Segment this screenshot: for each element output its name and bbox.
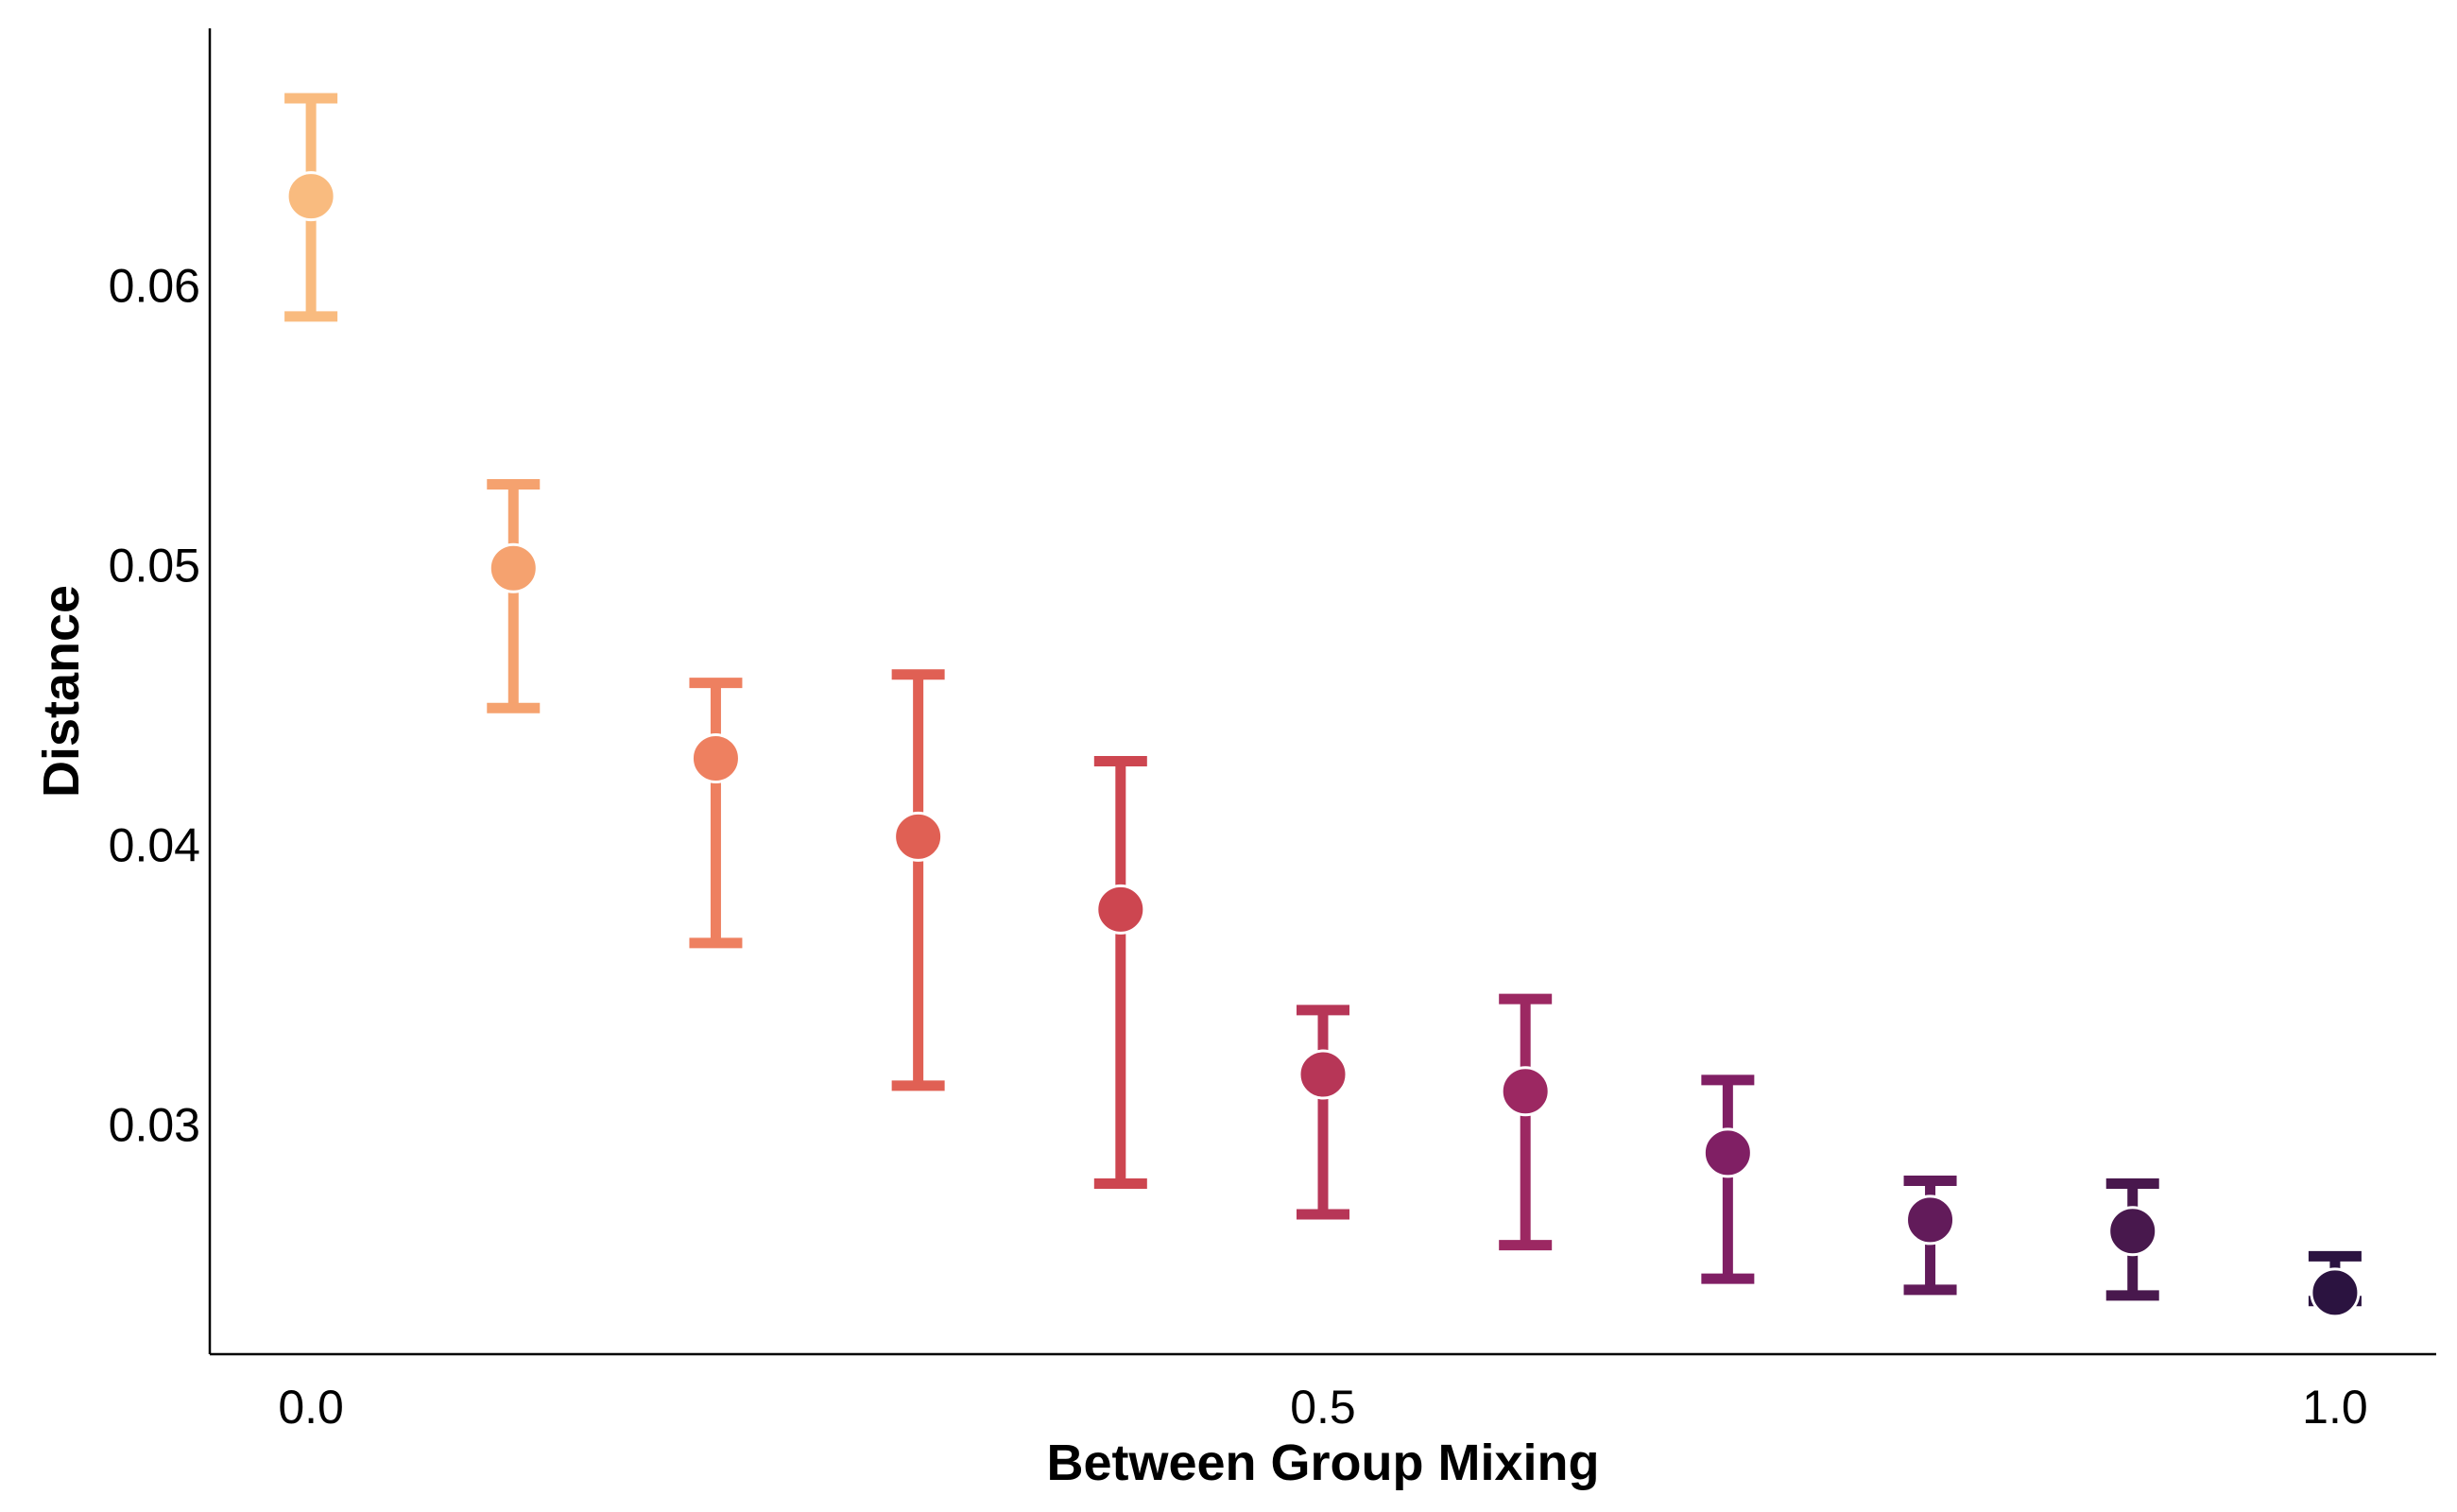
data-point <box>1905 1194 1956 1246</box>
axes <box>208 28 2436 1356</box>
x-tick-label: 0.5 <box>1290 1381 1356 1434</box>
data-point-group <box>1297 1005 1349 1220</box>
data-point <box>690 733 741 784</box>
data-point-group <box>284 93 338 322</box>
y-tick-label: 0.03 <box>109 1098 200 1151</box>
data-point-group <box>2308 1250 2362 1318</box>
x-tick-label: 0.0 <box>278 1381 344 1434</box>
data-point-group <box>689 678 743 949</box>
data-point <box>1702 1127 1753 1178</box>
data-point <box>2107 1206 2158 1257</box>
x-tick-labels: 0.0 0.5 1.0 <box>278 1381 2367 1434</box>
data-point-group <box>1903 1175 1957 1296</box>
data-point-group <box>1499 993 1553 1251</box>
data-point <box>1095 884 1146 935</box>
data-point-group <box>891 669 945 1091</box>
data-point <box>2310 1267 2361 1318</box>
data-point <box>285 171 336 222</box>
y-tick-labels: 0.03 0.04 0.05 0.06 <box>109 259 200 1151</box>
plot-marks <box>284 93 2362 1318</box>
data-point-group <box>1701 1074 1755 1284</box>
data-point <box>488 542 539 593</box>
data-point <box>1500 1066 1551 1117</box>
data-point-group <box>487 478 541 713</box>
x-axis-title: Between Group Mixing <box>1046 1435 1599 1491</box>
x-tick-label: 1.0 <box>2302 1381 2368 1434</box>
data-point <box>893 811 944 862</box>
y-tick-label: 0.06 <box>109 259 200 312</box>
data-point-group <box>1093 755 1147 1189</box>
data-point-group <box>2105 1177 2159 1301</box>
y-axis-title: Distance <box>33 585 90 798</box>
y-tick-label: 0.04 <box>109 818 200 871</box>
data-point <box>1297 1049 1349 1100</box>
y-tick-label: 0.05 <box>109 539 200 592</box>
